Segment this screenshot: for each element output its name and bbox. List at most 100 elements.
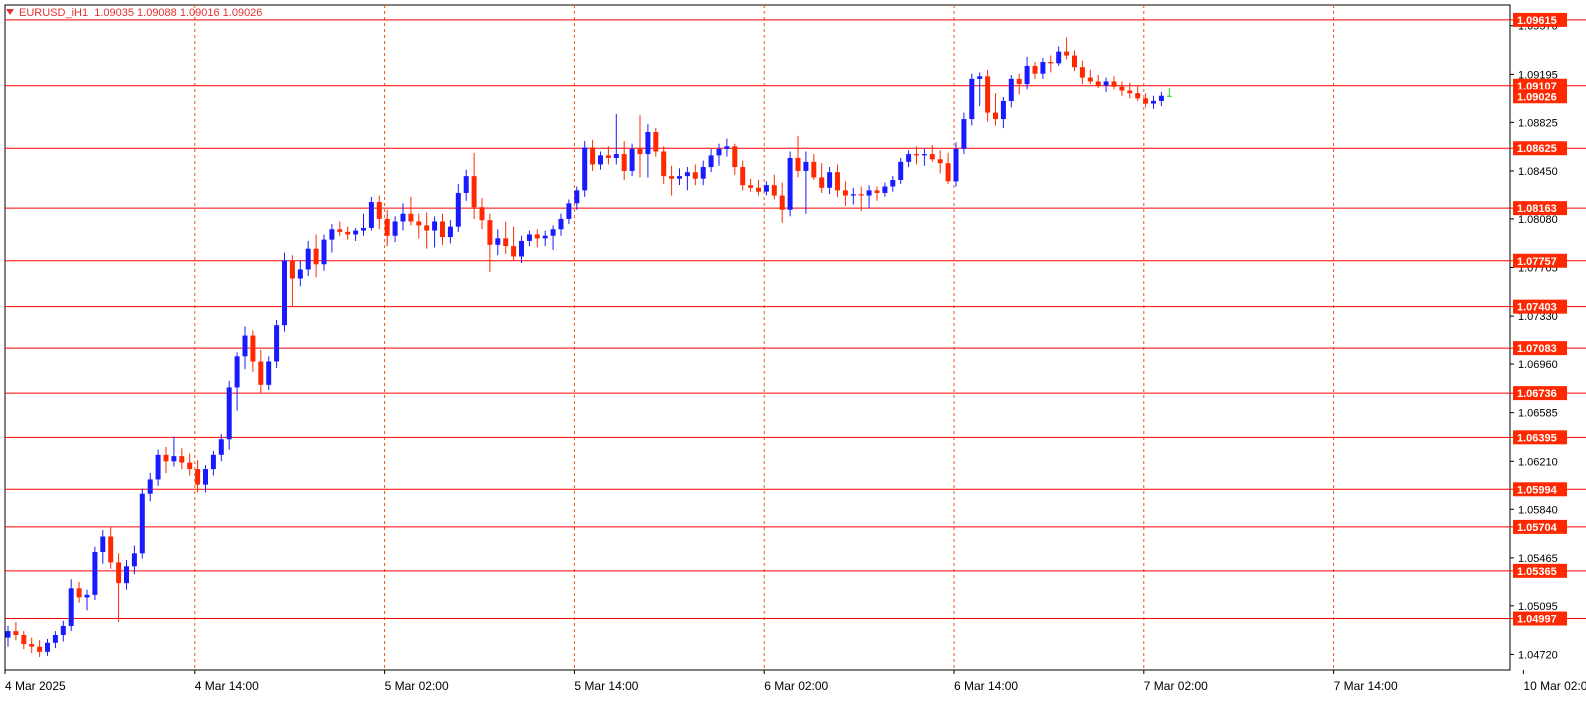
candle-body bbox=[305, 248, 311, 270]
candle-body bbox=[368, 202, 374, 228]
candle bbox=[171, 436, 177, 467]
candle bbox=[13, 622, 19, 641]
candle bbox=[282, 252, 287, 332]
candle-body bbox=[684, 172, 690, 177]
candle bbox=[882, 182, 888, 197]
candle-body bbox=[84, 594, 90, 598]
time-label: 5 Mar 14:00 bbox=[574, 679, 638, 693]
candle-body bbox=[187, 462, 193, 470]
level-price-tag-bg bbox=[1513, 141, 1567, 156]
candle bbox=[1095, 75, 1101, 88]
candle-body bbox=[858, 194, 864, 196]
candle bbox=[368, 196, 374, 231]
candle bbox=[440, 213, 445, 245]
candle bbox=[779, 182, 785, 223]
time-label: 7 Mar 02:00 bbox=[1144, 679, 1208, 693]
level-price-tag-bg bbox=[1513, 611, 1567, 626]
candle-body bbox=[969, 78, 975, 120]
level-price-tag: 1.05704 bbox=[1517, 522, 1558, 534]
candle bbox=[1111, 76, 1117, 90]
candle bbox=[60, 620, 66, 642]
candle bbox=[84, 589, 90, 611]
candle bbox=[5, 625, 11, 647]
candle-body bbox=[147, 479, 153, 494]
candle-body bbox=[139, 493, 145, 554]
current-price-tag-bg bbox=[1513, 89, 1567, 104]
candle bbox=[376, 195, 382, 230]
candle-body bbox=[835, 172, 840, 191]
candle bbox=[953, 142, 959, 187]
candle-body bbox=[495, 238, 501, 245]
candle bbox=[242, 326, 248, 370]
candle-body bbox=[155, 454, 161, 480]
ohlc-readout: 1.09035 1.09088 1.09016 1.09026 bbox=[94, 7, 263, 19]
candle-body bbox=[637, 148, 643, 155]
candle-body bbox=[645, 132, 651, 155]
candle bbox=[337, 221, 343, 236]
candle-body bbox=[953, 148, 959, 182]
candle bbox=[511, 226, 517, 261]
collapse-triangle-icon[interactable] bbox=[6, 9, 14, 15]
candle bbox=[432, 216, 438, 248]
candle-body bbox=[124, 566, 129, 584]
candle bbox=[345, 226, 351, 240]
candle bbox=[827, 167, 833, 195]
candle bbox=[274, 320, 280, 368]
price-label: 1.05095 bbox=[1518, 601, 1558, 613]
candle-body bbox=[487, 220, 493, 245]
candle-body bbox=[1000, 100, 1006, 120]
candle bbox=[803, 151, 809, 214]
candle-body bbox=[621, 154, 627, 171]
candle bbox=[842, 181, 848, 206]
candle-body bbox=[1127, 90, 1133, 94]
candle-body bbox=[171, 456, 177, 462]
candle bbox=[574, 186, 580, 210]
candle-body bbox=[1016, 78, 1022, 85]
candle-body bbox=[376, 202, 382, 219]
candle-body bbox=[1103, 81, 1109, 86]
candle bbox=[1127, 82, 1133, 99]
candle bbox=[519, 235, 524, 263]
candle-body bbox=[5, 631, 11, 638]
candle bbox=[503, 221, 509, 254]
candle-body bbox=[763, 185, 769, 192]
level-price-tag: 1.07403 bbox=[1517, 302, 1557, 314]
candle-body bbox=[890, 180, 896, 187]
candle-body bbox=[440, 221, 445, 238]
candle-body bbox=[542, 235, 548, 239]
candle bbox=[1158, 91, 1164, 107]
symbol-name: EURUSD_iH1 bbox=[19, 7, 89, 19]
candle-body bbox=[195, 469, 201, 485]
candle bbox=[1143, 93, 1149, 108]
candle bbox=[203, 465, 208, 493]
candle bbox=[661, 146, 667, 184]
candle bbox=[811, 154, 817, 180]
candle-body bbox=[929, 154, 935, 160]
candle bbox=[898, 157, 904, 184]
time-label: 10 Mar 02:00 bbox=[1523, 679, 1586, 693]
candle-body bbox=[598, 155, 603, 165]
candle-body bbox=[37, 646, 43, 652]
candle bbox=[361, 213, 366, 236]
candle bbox=[748, 178, 754, 192]
candle bbox=[131, 545, 137, 575]
candle bbox=[763, 181, 769, 196]
candle bbox=[266, 356, 272, 390]
level-price-tag-bg bbox=[1513, 299, 1567, 314]
price-label: 1.06960 bbox=[1518, 359, 1558, 371]
level-price-tag: 1.07083 bbox=[1517, 343, 1557, 355]
candle bbox=[716, 143, 722, 166]
candle-body bbox=[1064, 51, 1070, 56]
candle bbox=[969, 73, 975, 126]
candle-body bbox=[629, 148, 635, 171]
candle bbox=[858, 186, 864, 212]
candle-body bbox=[866, 190, 872, 196]
candle-body bbox=[732, 146, 738, 168]
candle-body bbox=[226, 387, 232, 440]
symbol-header[interactable]: EURUSD_iH1 1.09035 1.09088 1.09016 1.090… bbox=[6, 7, 262, 19]
candle bbox=[408, 196, 414, 226]
candle-body bbox=[45, 642, 50, 652]
candle bbox=[495, 229, 501, 256]
candle-body bbox=[961, 119, 967, 149]
